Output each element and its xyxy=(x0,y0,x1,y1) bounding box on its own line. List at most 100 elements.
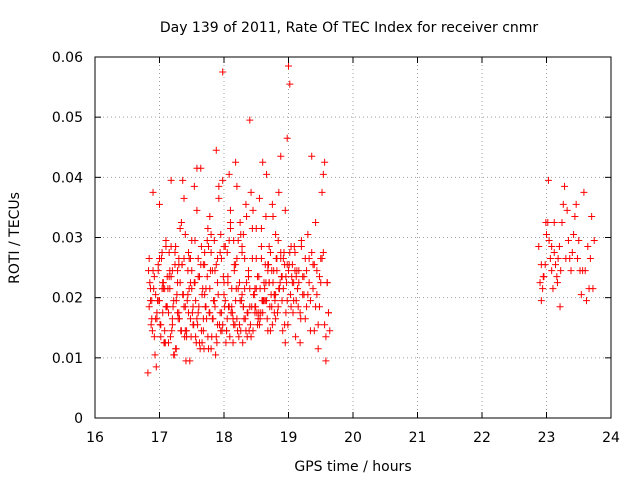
data-point xyxy=(539,285,547,293)
data-point xyxy=(146,279,154,287)
data-point xyxy=(232,261,240,269)
data-point xyxy=(537,261,545,269)
data-point xyxy=(312,218,320,226)
data-point xyxy=(581,267,589,275)
data-point xyxy=(239,230,247,238)
data-point xyxy=(279,327,287,335)
data-point xyxy=(217,309,225,317)
data-point xyxy=(561,182,569,190)
data-point xyxy=(193,206,201,214)
data-point xyxy=(297,237,305,245)
data-point xyxy=(168,327,176,335)
data-point xyxy=(241,255,249,263)
y-tick-label: 0.05 xyxy=(52,110,83,126)
data-point xyxy=(165,249,173,257)
x-tick-label: 23 xyxy=(538,430,556,446)
data-point xyxy=(554,255,562,263)
data-point xyxy=(545,237,553,245)
data-point xyxy=(232,285,240,293)
data-point xyxy=(150,333,158,341)
data-point xyxy=(586,255,594,263)
data-point xyxy=(161,285,169,293)
data-point xyxy=(246,116,254,124)
data-point xyxy=(249,206,257,214)
chart-title: Day 139 of 2011, Rate Of TEC Index for r… xyxy=(160,20,539,36)
data-point xyxy=(236,297,244,305)
data-point xyxy=(305,255,313,263)
data-point xyxy=(271,297,279,305)
data-point xyxy=(243,279,251,287)
data-point xyxy=(215,182,223,190)
data-point xyxy=(264,267,272,275)
data-point xyxy=(161,327,169,335)
data-point xyxy=(174,267,182,275)
data-point xyxy=(156,255,163,263)
data-point xyxy=(176,279,184,287)
data-point xyxy=(543,230,550,238)
data-point xyxy=(245,273,253,281)
data-point xyxy=(206,212,214,220)
data-point xyxy=(549,285,557,293)
data-point xyxy=(154,261,162,269)
data-point xyxy=(222,339,230,347)
data-point xyxy=(250,291,258,299)
data-point xyxy=(255,321,263,329)
data-point xyxy=(284,321,292,329)
data-point xyxy=(210,237,218,245)
data-point xyxy=(214,291,222,299)
x-tick-label: 24 xyxy=(602,430,620,446)
data-point xyxy=(588,212,596,220)
data-point xyxy=(238,249,246,257)
data-point xyxy=(544,176,552,184)
data-point xyxy=(313,291,321,299)
data-point xyxy=(195,303,203,311)
data-point xyxy=(200,345,208,353)
data-point xyxy=(242,200,250,208)
data-point xyxy=(257,224,265,232)
data-point xyxy=(289,309,297,317)
data-point xyxy=(217,230,225,238)
data-point xyxy=(265,243,273,251)
data-point xyxy=(172,243,180,251)
data-point xyxy=(215,194,223,202)
data-point xyxy=(203,315,211,323)
data-point xyxy=(283,279,291,287)
data-point xyxy=(226,224,234,232)
data-point xyxy=(146,297,154,305)
data-point xyxy=(550,249,558,257)
data-point xyxy=(282,309,290,317)
data-point xyxy=(212,351,220,359)
data-point xyxy=(186,279,194,287)
data-point xyxy=(190,182,198,190)
data-point xyxy=(185,255,193,263)
data-point xyxy=(148,327,156,335)
data-point xyxy=(238,243,246,251)
data-point xyxy=(176,224,184,232)
data-point xyxy=(261,285,269,293)
data-point xyxy=(219,273,227,281)
data-point xyxy=(172,297,180,305)
data-point xyxy=(231,321,239,329)
data-point xyxy=(257,255,265,263)
data-point xyxy=(233,182,241,190)
data-point xyxy=(199,261,207,269)
data-point xyxy=(315,273,323,281)
data-point xyxy=(281,206,289,214)
data-point xyxy=(207,249,215,257)
data-point xyxy=(559,200,567,208)
data-point xyxy=(221,297,229,305)
data-point xyxy=(553,279,561,287)
data-point xyxy=(161,339,169,347)
data-point xyxy=(277,249,285,257)
data-point xyxy=(254,315,262,323)
data-point xyxy=(299,273,307,281)
data-point xyxy=(582,297,590,305)
data-point xyxy=(190,321,198,329)
data-point xyxy=(163,303,171,311)
data-point xyxy=(285,62,292,70)
data-point xyxy=(167,176,175,184)
data-point xyxy=(211,303,219,311)
data-point xyxy=(145,267,153,275)
data-point xyxy=(152,291,160,299)
data-point xyxy=(239,303,247,311)
